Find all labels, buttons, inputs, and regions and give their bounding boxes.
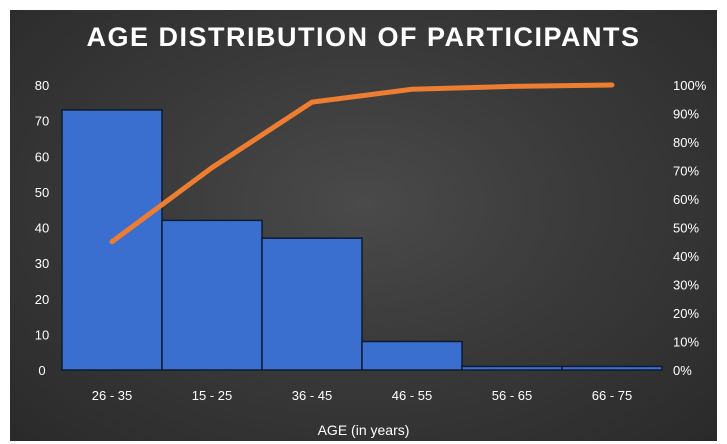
chart-title: AGE DISTRIBUTION OF PARTICIPANTS	[86, 22, 641, 52]
bar	[261, 237, 363, 371]
y-tick-label: 30	[35, 256, 49, 271]
bar	[561, 365, 663, 371]
y2-tick-label: 80%	[673, 135, 699, 150]
y-tick-label: 40	[35, 221, 49, 236]
x-tick-label: 15 - 25	[192, 388, 232, 403]
y2-tick-label: 30%	[673, 278, 699, 293]
bar	[61, 109, 163, 371]
x-axis-title: AGE (in years)	[317, 422, 410, 438]
y2-tick-label: 90%	[673, 107, 699, 122]
x-tick-label: 66 - 75	[592, 388, 632, 403]
y2-tick-label: 70%	[673, 164, 699, 179]
y2-tick-label: 60%	[673, 192, 699, 207]
y-tick-label: 0	[38, 363, 45, 378]
y-tick-label: 70	[35, 114, 49, 129]
y2-tick-label: 10%	[673, 335, 699, 350]
y-tick-label: 80	[35, 78, 49, 93]
y2-tick-label: 100%	[673, 78, 707, 93]
x-tick-label: 36 - 45	[292, 388, 332, 403]
y2-tick-label: 40%	[673, 249, 699, 264]
x-tick-label: 46 - 55	[392, 388, 432, 403]
cumulative-line	[109, 82, 615, 245]
y2-tick-label: 50%	[673, 221, 699, 236]
y2-tick-label: 0%	[673, 363, 692, 378]
y-tick-label: 50	[35, 185, 49, 200]
y2-tick-label: 20%	[673, 306, 699, 321]
x-tick-label: 26 - 35	[92, 388, 132, 403]
bar	[461, 365, 563, 371]
y-tick-label: 60	[35, 149, 49, 164]
bar	[161, 219, 263, 371]
bar	[361, 340, 463, 371]
y-tick-label: 10	[35, 327, 49, 342]
y-tick-label: 20	[35, 292, 49, 307]
x-tick-label: 56 - 65	[492, 388, 532, 403]
